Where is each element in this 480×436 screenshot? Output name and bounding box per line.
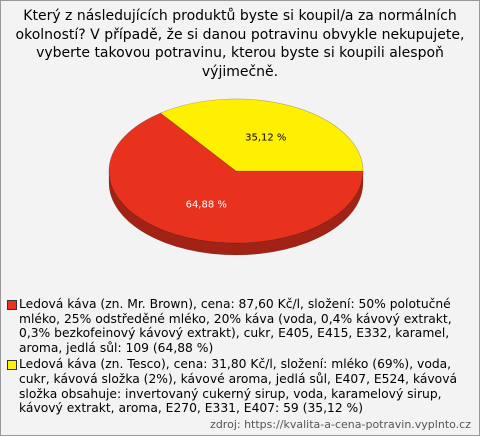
value-label: 64,88 % [186,199,227,210]
pie-area: 64,88 % 35,12 % [108,98,364,256]
legend-item: Ledová káva (zn. Mr. Brown), cena: 87,60… [7,297,473,355]
pie-slice [159,98,364,172]
legend-label: Ledová káva (zn. Tesco), cena: 31,80 Kč/… [19,357,458,416]
legend-swatch [7,360,17,371]
value-label: 35,12 % [245,133,286,144]
legend-swatch [7,300,17,310]
legend-item: Ledová káva (zn. Tesco), cena: 31,80 Kč/… [7,357,473,415]
pie-slice [108,112,364,244]
legend: Ledová káva (zn. Mr. Brown), cena: 87,60… [7,297,473,418]
chart-title: Který z následujících produktů byste si … [15,8,465,80]
source: zdroj: https://kvalita-a-cena-potravin.v… [210,418,471,431]
legend-label: Ledová káva (zn. Mr. Brown), cena: 87,60… [19,297,452,355]
